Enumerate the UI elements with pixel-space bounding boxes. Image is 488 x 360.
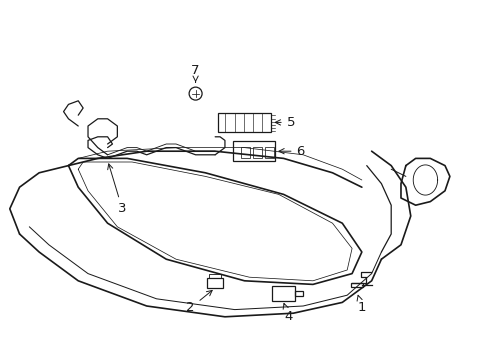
Bar: [241, 147, 249, 158]
Text: 7: 7: [191, 64, 200, 82]
Bar: [271, 286, 295, 301]
Text: 6: 6: [278, 145, 305, 158]
Text: 2: 2: [186, 291, 212, 314]
Bar: [350, 283, 362, 287]
Text: 5: 5: [275, 116, 295, 129]
Text: 1: 1: [356, 295, 366, 314]
Bar: [265, 147, 274, 158]
Bar: [209, 274, 221, 278]
Bar: [217, 113, 271, 132]
Bar: [253, 147, 262, 158]
Text: 4: 4: [283, 303, 292, 323]
Bar: [207, 278, 223, 288]
Bar: [295, 291, 303, 296]
Bar: [233, 141, 274, 161]
Text: 3: 3: [107, 164, 126, 215]
